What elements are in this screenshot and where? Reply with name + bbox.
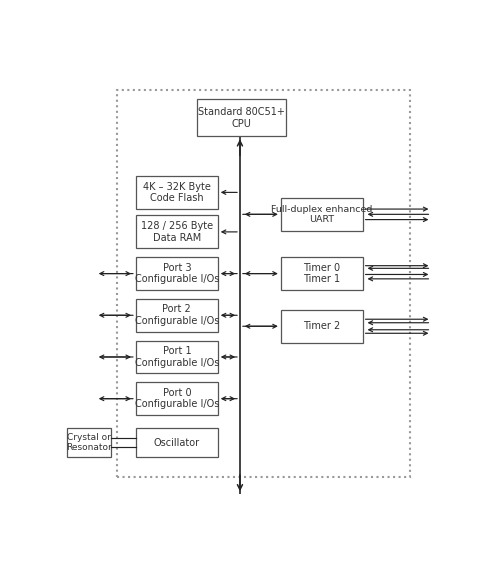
Bar — [136, 215, 218, 249]
Bar — [197, 99, 286, 136]
Bar — [136, 340, 218, 373]
Bar — [281, 257, 363, 290]
Bar — [67, 428, 111, 457]
Bar — [136, 299, 218, 332]
Text: Full-duplex enhanced
UART: Full-duplex enhanced UART — [271, 205, 372, 224]
Bar — [136, 428, 218, 457]
Bar — [117, 91, 410, 477]
Bar — [281, 310, 363, 343]
Text: Standard 80C51+
CPU: Standard 80C51+ CPU — [198, 107, 285, 129]
Bar — [136, 257, 218, 290]
Text: 128 / 256 Byte
Data RAM: 128 / 256 Byte Data RAM — [141, 221, 213, 243]
Text: Oscillator: Oscillator — [154, 438, 200, 447]
Text: 4K – 32K Byte
Code Flash: 4K – 32K Byte Code Flash — [143, 182, 211, 203]
Bar — [136, 176, 218, 209]
Text: Crystal or
Resonator: Crystal or Resonator — [66, 433, 112, 452]
Text: Timer 2: Timer 2 — [303, 321, 340, 331]
Text: Timer 0
Timer 1: Timer 0 Timer 1 — [303, 263, 340, 284]
Text: Port 3
Configurable I/Os: Port 3 Configurable I/Os — [135, 263, 219, 284]
Text: Port 1
Configurable I/Os: Port 1 Configurable I/Os — [135, 346, 219, 368]
Bar — [281, 198, 363, 231]
Text: Port 2
Configurable I/Os: Port 2 Configurable I/Os — [135, 304, 219, 326]
Text: Port 0
Configurable I/Os: Port 0 Configurable I/Os — [135, 388, 219, 409]
Bar — [136, 382, 218, 415]
